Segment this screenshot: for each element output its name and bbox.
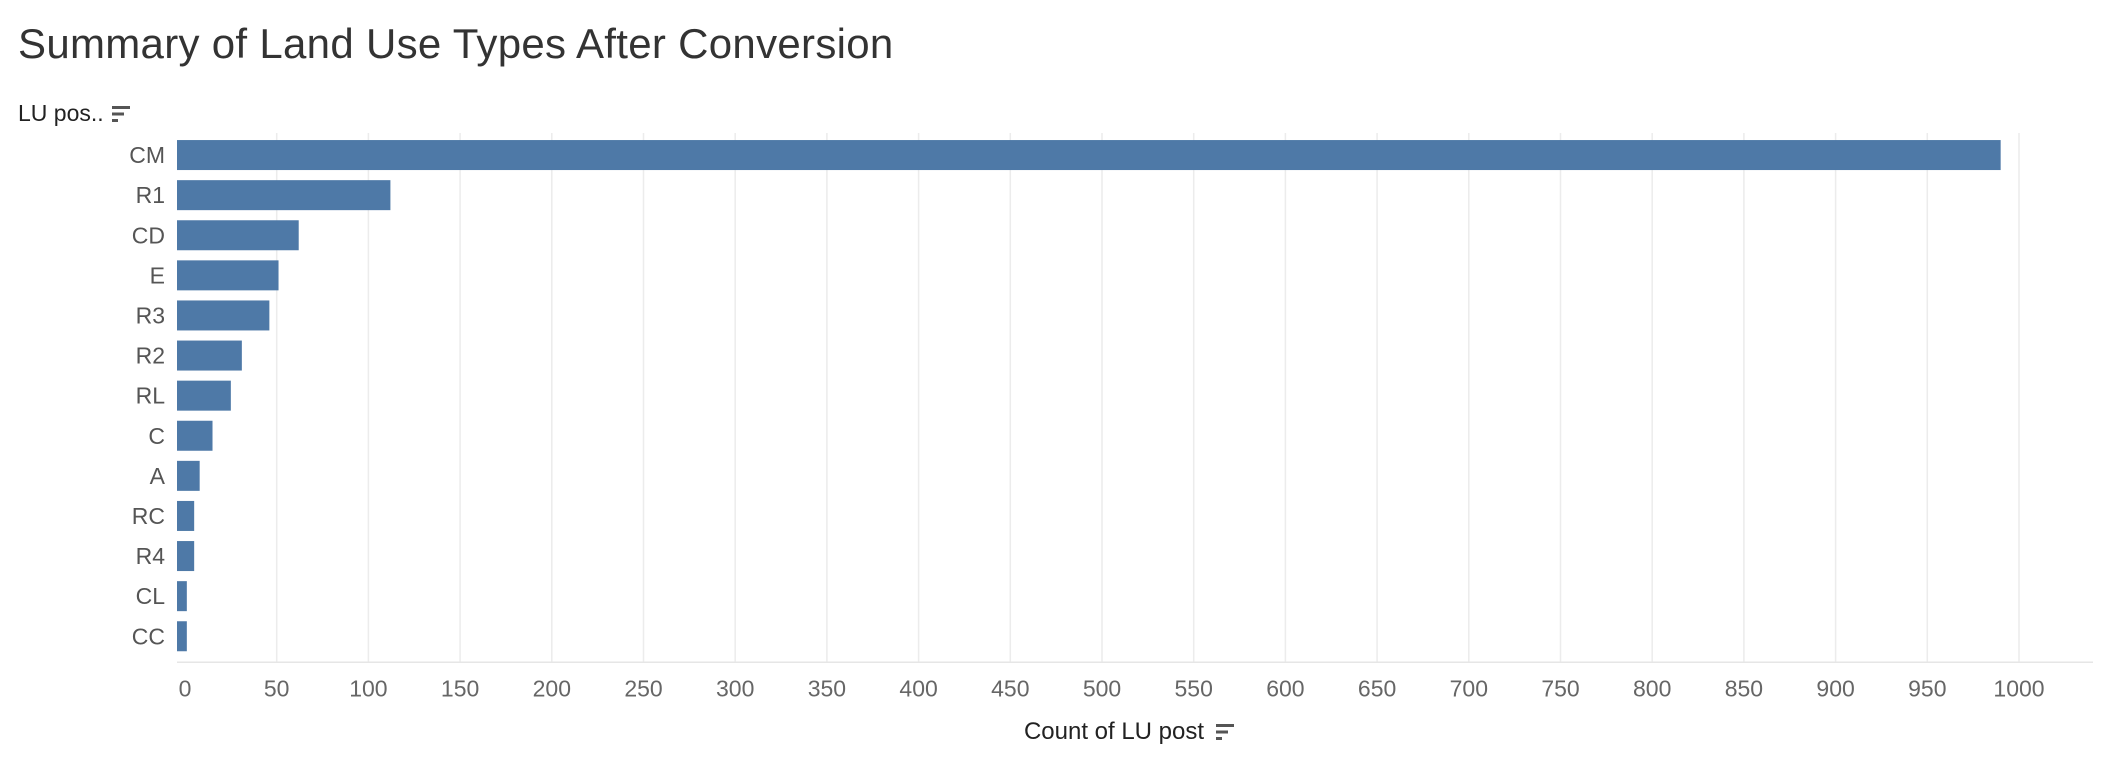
x-tick-label: 300 bbox=[716, 675, 754, 701]
x-tick-label: 600 bbox=[1266, 675, 1304, 701]
bar-cl[interactable] bbox=[177, 581, 187, 612]
sort-icon[interactable] bbox=[111, 105, 132, 123]
x-tick-label: 850 bbox=[1725, 675, 1763, 701]
x-tick-label: 950 bbox=[1908, 675, 1946, 701]
category-label: RL bbox=[136, 383, 166, 409]
category-label: A bbox=[150, 463, 166, 489]
x-axis-title: Count of LU post bbox=[1023, 718, 1205, 745]
bar-r3[interactable] bbox=[177, 300, 270, 331]
bar-r2[interactable] bbox=[177, 340, 242, 371]
category-label: R4 bbox=[136, 543, 166, 569]
category-label: E bbox=[150, 262, 165, 288]
bar-rc[interactable] bbox=[177, 500, 195, 531]
category-label: CC bbox=[132, 623, 165, 649]
x-tick-label: 200 bbox=[533, 675, 571, 701]
x-tick-label: 450 bbox=[991, 675, 1029, 701]
x-tick-label: 250 bbox=[624, 675, 662, 701]
category-label: CM bbox=[129, 142, 165, 168]
category-label: RC bbox=[132, 503, 165, 529]
x-tick-label: 1000 bbox=[1993, 675, 2044, 701]
category-label: R3 bbox=[136, 302, 165, 328]
category-label: R1 bbox=[136, 182, 165, 208]
bar-r1[interactable] bbox=[177, 180, 391, 211]
bar-rl[interactable] bbox=[177, 380, 231, 411]
category-label: CL bbox=[136, 583, 166, 609]
x-tick-label: 550 bbox=[1175, 675, 1213, 701]
x-tick-label: 900 bbox=[1816, 675, 1854, 701]
x-tick-label: 400 bbox=[899, 675, 937, 701]
x-tick-label: 750 bbox=[1541, 675, 1579, 701]
x-tick-label: 50 bbox=[264, 675, 290, 701]
bar-cm[interactable] bbox=[177, 140, 2001, 171]
bar-e[interactable] bbox=[177, 260, 279, 291]
category-label: R2 bbox=[136, 343, 165, 369]
chart-title: Summary of Land Use Types After Conversi… bbox=[18, 20, 894, 67]
y-field-label: LU pos.. bbox=[18, 100, 104, 126]
bar-c[interactable] bbox=[177, 420, 213, 451]
x-tick-label: 500 bbox=[1083, 675, 1121, 701]
bar-cc[interactable] bbox=[177, 621, 187, 652]
bar-r4[interactable] bbox=[177, 541, 195, 572]
x-tick-label: 800 bbox=[1633, 675, 1671, 701]
x-tick-label: 350 bbox=[808, 675, 846, 701]
x-axis-title-wrap: Count of LU post bbox=[0, 718, 2106, 746]
bar-cd[interactable] bbox=[177, 220, 299, 251]
category-label: CD bbox=[132, 222, 165, 248]
x-tick-label: 150 bbox=[441, 675, 479, 701]
x-tick-label: 700 bbox=[1450, 675, 1488, 701]
x-tick-label: 100 bbox=[349, 675, 387, 701]
x-tick-label: 650 bbox=[1358, 675, 1396, 701]
y-field-header[interactable]: LU pos.. bbox=[18, 100, 132, 127]
x-tick-label: 0 bbox=[179, 675, 192, 701]
category-label: C bbox=[148, 423, 165, 449]
bar-a[interactable] bbox=[177, 460, 200, 491]
sort-icon[interactable] bbox=[1216, 723, 1236, 741]
